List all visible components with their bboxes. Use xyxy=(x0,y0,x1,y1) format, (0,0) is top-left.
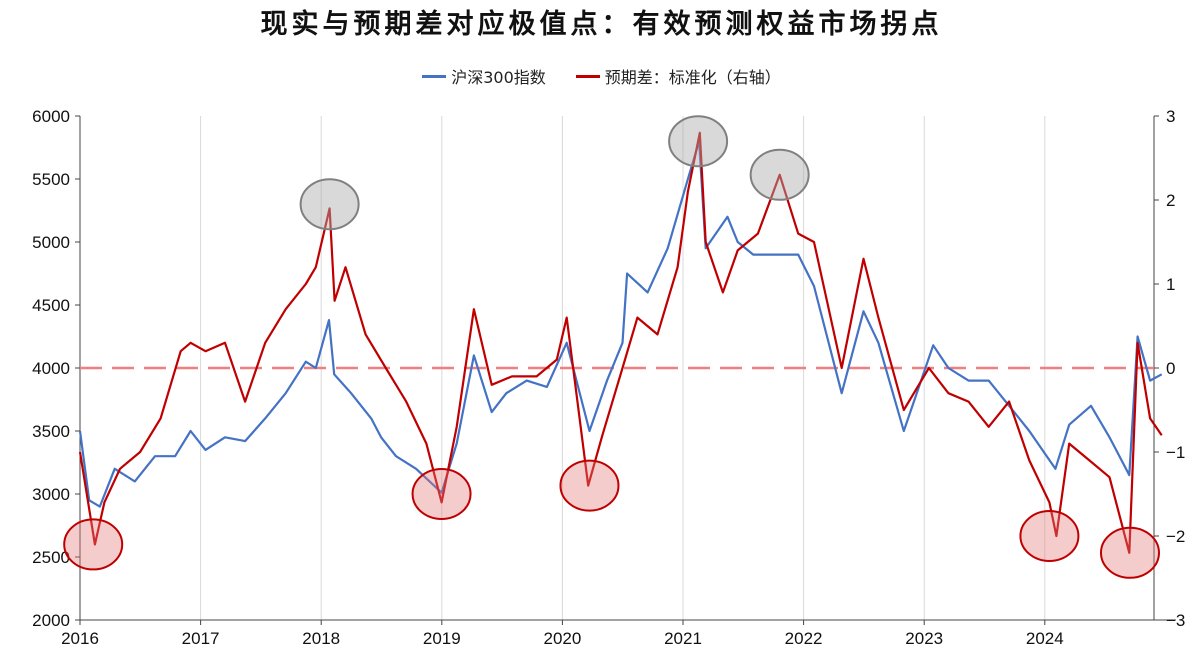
legend-item-expectation-gap: 预期差：标准化（右轴） xyxy=(575,64,781,88)
extreme-marker-high xyxy=(749,148,810,201)
series-line-expectation-gap xyxy=(78,131,1163,554)
y-right-tick-label: 2 xyxy=(1166,191,1175,210)
y-right-tick-label: −3 xyxy=(1166,611,1185,630)
x-tick-label: 2021 xyxy=(664,629,702,648)
x-tick-label: 2017 xyxy=(182,629,220,648)
legend: 沪深300指数 预期差：标准化（右轴） xyxy=(0,64,1203,88)
x-tick-label: 2023 xyxy=(905,629,943,648)
extreme-marker-low xyxy=(1019,510,1080,562)
extreme-marker-low xyxy=(559,459,620,512)
series-line-csi300 xyxy=(78,140,1163,508)
legend-label-csi300: 沪深300指数 xyxy=(451,68,546,87)
extreme-marker-low xyxy=(63,518,124,571)
y-right-tick-label: 1 xyxy=(1166,275,1175,294)
x-tick-label: 2024 xyxy=(1026,629,1064,648)
y-left-tick-label: 2000 xyxy=(32,611,70,630)
legend-item-csi300: 沪深300指数 xyxy=(422,64,546,88)
x-tick-label: 2019 xyxy=(423,629,461,648)
y-right-tick-label: −2 xyxy=(1166,527,1185,546)
legend-swatch-expectation-gap xyxy=(575,74,600,78)
extreme-marker-high xyxy=(299,178,360,231)
y-right-tick-label: 3 xyxy=(1166,107,1175,126)
y-left-tick-label: 3000 xyxy=(32,485,70,504)
extreme-marker-low xyxy=(1099,526,1160,579)
y-right-tick-label: −1 xyxy=(1166,443,1185,462)
legend-swatch-csi300 xyxy=(422,74,447,78)
x-tick-label: 2016 xyxy=(61,629,99,648)
y-left-tick-label: 2500 xyxy=(32,548,70,567)
y-left-tick-label: 3500 xyxy=(32,422,70,441)
y-left-tick-label: 5500 xyxy=(32,170,70,189)
legend-label-expectation-gap: 预期差：标准化（右轴） xyxy=(604,68,781,87)
extreme-marker-high xyxy=(668,115,729,168)
y-left-tick-label: 6000 xyxy=(32,107,70,126)
x-tick-label: 2018 xyxy=(302,629,340,648)
y-left-tick-label: 4000 xyxy=(32,359,70,378)
chart-title: 现实与预期差对应极值点：有效预测权益市场拐点 xyxy=(260,9,943,40)
y-left-tick-label: 4500 xyxy=(32,296,70,315)
x-tick-label: 2020 xyxy=(543,629,581,648)
y-left-tick-label: 5000 xyxy=(32,233,70,252)
extreme-marker-low xyxy=(411,468,472,520)
y-right-tick-label: 0 xyxy=(1166,359,1175,378)
x-tick-label: 2022 xyxy=(785,629,823,648)
